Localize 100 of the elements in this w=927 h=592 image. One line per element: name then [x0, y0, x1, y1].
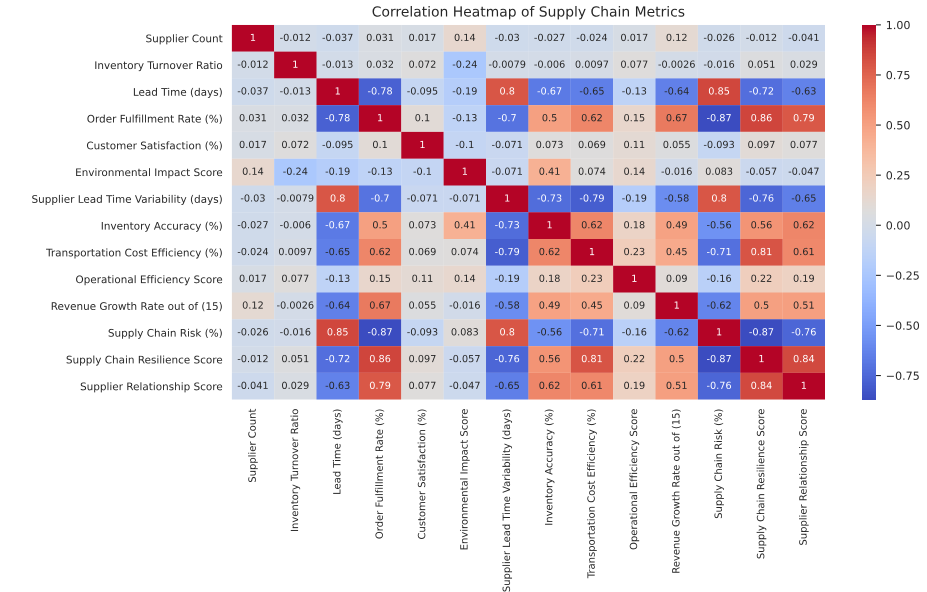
data-label: -0.012	[746, 34, 776, 42]
data-label: -0.041	[788, 34, 819, 42]
data-label: 0.074	[452, 248, 478, 256]
data-label: -0.16	[622, 328, 646, 336]
data-label: 1	[420, 140, 425, 148]
data-label: 0.029	[282, 382, 309, 390]
data-label: 0.22	[751, 274, 772, 282]
data-label: 0.81	[751, 248, 772, 256]
data-label: -0.79	[580, 194, 604, 202]
data-label: -0.56	[706, 221, 732, 228]
data-label: -0.58	[495, 301, 520, 309]
data-label: -0.72	[749, 87, 774, 95]
data-label: -0.78	[326, 114, 350, 122]
data-label: 0.12	[666, 34, 687, 42]
data-label: 0.86	[370, 354, 390, 362]
color-bar-label: −0.25	[886, 271, 919, 280]
data-label: -0.03	[495, 34, 519, 42]
data-label: 0.49	[539, 301, 560, 309]
data-label: 0.11	[412, 274, 432, 282]
data-label: -0.62	[664, 328, 688, 336]
data-label: -0.58	[664, 194, 689, 202]
data-label: 0.62	[794, 221, 814, 228]
y-tick-label: Supply Chain Risk (%)	[108, 328, 222, 339]
x-tick-label: Supplier Lead Time Variability (days)	[502, 409, 512, 592]
data-label: -0.026	[238, 328, 268, 336]
data-label: 0.09	[624, 301, 644, 309]
data-label: 0.84	[794, 354, 814, 362]
y-tick-label: Lead Time (days)	[134, 88, 222, 98]
data-label: -0.071	[407, 194, 438, 202]
data-label: -0.63	[792, 87, 816, 95]
data-label: 0.073	[536, 140, 563, 148]
data-label: -0.037	[322, 34, 353, 42]
y-tick-label: Inventory Turnover Ratio	[95, 61, 222, 72]
data-label: -0.76	[495, 354, 520, 362]
data-label: -0.76	[792, 328, 816, 336]
data-label: -0.1	[456, 140, 474, 148]
data-label: 0.031	[240, 114, 266, 122]
data-label: 0.032	[282, 114, 308, 122]
data-label: -0.87	[749, 328, 774, 336]
data-label: -0.19	[622, 194, 646, 202]
data-label: -0.71	[706, 248, 731, 256]
data-label: 0.1	[372, 140, 387, 148]
data-label: -0.87	[706, 354, 731, 362]
data-label: 0.097	[409, 354, 436, 362]
data-label: -0.013	[280, 87, 310, 95]
data-label: -0.1	[413, 168, 432, 175]
data-label: 0.84	[751, 382, 772, 390]
data-label: -0.057	[450, 354, 480, 362]
data-label: 0.56	[539, 354, 560, 362]
data-label: 0.083	[706, 168, 732, 175]
data-label: 0.072	[282, 140, 308, 148]
data-label: 0.56	[751, 221, 772, 228]
data-label: 0.017	[240, 140, 266, 148]
data-label: -0.65	[326, 248, 350, 256]
data-label: 1	[505, 194, 510, 202]
data-label: 0.45	[666, 248, 687, 256]
data-label: -0.78	[368, 87, 392, 95]
data-label: -0.24	[452, 60, 477, 68]
data-label: 0.0097	[576, 60, 608, 68]
data-label: 0.62	[370, 248, 390, 256]
x-tick-label: Transportation Cost Efficiency (%)	[587, 409, 597, 578]
data-label: 0.85	[708, 87, 730, 95]
y-tick-label: Inventory Accuracy (%)	[102, 222, 222, 232]
data-label: 0.051	[282, 354, 308, 362]
data-label: 0.029	[790, 60, 818, 68]
y-tick-label: Supply Chain Resilience Score	[66, 355, 222, 366]
data-label: -0.72	[326, 354, 350, 362]
data-label: 0.074	[578, 168, 606, 175]
data-label: 1	[548, 221, 552, 228]
data-label: 0.19	[794, 274, 814, 282]
data-label: -0.012	[280, 34, 310, 42]
data-label: 0.072	[409, 60, 436, 68]
data-label: -0.071	[492, 140, 522, 148]
data-label: -0.62	[706, 301, 731, 309]
y-tick-label: Operational Efficiency Score	[76, 275, 222, 286]
color-bar-label: 1.00	[886, 20, 910, 30]
data-label: 1	[674, 302, 679, 309]
y-tick-label: Customer Satisfaction (%)	[86, 141, 222, 151]
y-tick-label: Supplier Relationship Score	[80, 382, 222, 392]
x-tick-label: Supply Chain Resilience Score	[756, 409, 766, 558]
data-label: 0.85	[328, 328, 348, 336]
data-label: 0.62	[582, 221, 602, 228]
data-label: -0.7	[371, 194, 389, 202]
color-bar-label: 0.75	[886, 70, 910, 80]
data-label: -0.012	[238, 354, 268, 362]
data-label: -0.071	[492, 168, 522, 175]
data-label: -0.016	[704, 60, 734, 68]
data-label: -0.024	[576, 34, 608, 42]
data-label: 0.069	[409, 248, 436, 256]
data-label: 0.5	[372, 221, 387, 228]
x-tick-label: Operational Efficiency Score	[629, 409, 640, 550]
data-label: -0.76	[706, 382, 732, 390]
data-label: -0.87	[706, 114, 731, 122]
data-label: -0.047	[788, 168, 819, 175]
data-label: -0.0026	[658, 60, 695, 68]
x-tick-label: Lead Time (days)	[332, 409, 343, 494]
data-label: -0.64	[664, 87, 689, 95]
data-label: -0.19	[495, 274, 520, 282]
data-label: -0.024	[238, 248, 268, 256]
data-label: 0.23	[624, 248, 644, 256]
